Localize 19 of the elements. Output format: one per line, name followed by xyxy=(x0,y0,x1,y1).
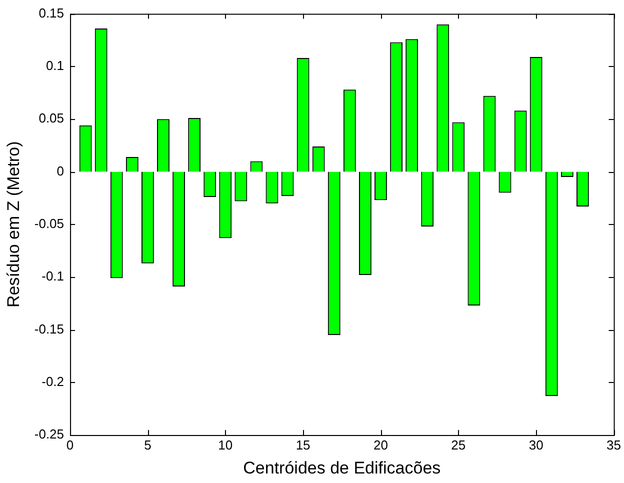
x-tick-label: 5 xyxy=(144,437,152,452)
x-tick-label: 35 xyxy=(606,437,622,452)
x-tick-label: 0 xyxy=(66,437,74,452)
y-tick-label: -0.2 xyxy=(42,374,64,389)
y-axis-title: Resíduo em Z (Metro) xyxy=(4,141,23,308)
y-tick-label: -0.1 xyxy=(42,268,64,284)
y-tick-label: -0.25 xyxy=(34,426,64,442)
x-tick-label: 20 xyxy=(374,437,388,452)
x-tick-label: 25 xyxy=(451,437,466,452)
y-tick-label: 0.05 xyxy=(38,110,64,126)
x-tick-label: 15 xyxy=(296,437,310,452)
y-tick-label: -0.15 xyxy=(34,321,64,336)
y-tick-label: 0 xyxy=(56,163,64,178)
y-tick-label: 0.1 xyxy=(46,58,64,74)
y-tick-label: -0.05 xyxy=(34,216,64,231)
x-tick-label: 10 xyxy=(218,437,233,452)
y-tick-label: 0.15 xyxy=(38,5,64,20)
x-axis-title: Centróides de Edificacões xyxy=(243,458,441,478)
x-tick-label: 30 xyxy=(528,437,544,452)
